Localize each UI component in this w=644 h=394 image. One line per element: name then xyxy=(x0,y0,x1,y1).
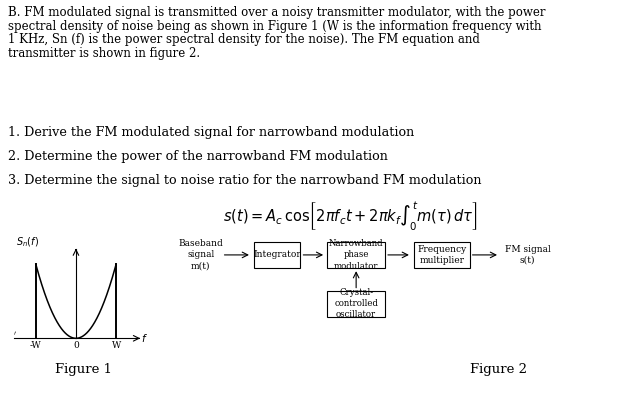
FancyBboxPatch shape xyxy=(327,291,385,317)
Text: B. FM modulated signal is transmitted over a noisy transmitter modulator, with t: B. FM modulated signal is transmitted ov… xyxy=(8,6,545,19)
Text: Narrowband
phase
modulator: Narrowband phase modulator xyxy=(329,239,383,271)
Text: 0: 0 xyxy=(73,341,79,350)
Text: Baseband
signal
m(t): Baseband signal m(t) xyxy=(178,239,223,271)
Text: Figure 1: Figure 1 xyxy=(55,363,112,376)
Text: 3. Determine the signal to noise ratio for the narrowband FM modulation: 3. Determine the signal to noise ratio f… xyxy=(8,174,482,187)
Text: 1 KHz, Sn (f) is the power spectral density for the noise). The FM equation and: 1 KHz, Sn (f) is the power spectral dens… xyxy=(8,33,480,46)
Text: $'$: $'$ xyxy=(12,332,17,340)
Text: $S_n(f)$: $S_n(f)$ xyxy=(15,236,39,249)
Text: $s(t) = A_c\,\cos\!\left[2\pi f_c t + 2\pi k_f \int_0^t m(\tau)\,d\tau\right]$: $s(t) = A_c\,\cos\!\left[2\pi f_c t + 2\… xyxy=(223,200,477,233)
Text: spectral density of noise being as shown in Figure 1 (W is the information frequ: spectral density of noise being as shown… xyxy=(8,19,542,32)
Text: Integrator: Integrator xyxy=(254,251,301,259)
Text: 1. Derive the FM modulated signal for narrowband modulation: 1. Derive the FM modulated signal for na… xyxy=(8,126,414,139)
Text: FM signal
s(t): FM signal s(t) xyxy=(505,245,551,265)
Text: transmitter is shown in figure 2.: transmitter is shown in figure 2. xyxy=(8,46,200,59)
FancyBboxPatch shape xyxy=(327,242,385,268)
Text: $f$: $f$ xyxy=(141,332,148,344)
Text: Figure 2: Figure 2 xyxy=(470,363,527,376)
Text: W: W xyxy=(111,341,120,350)
Text: 2. Determine the power of the narrowband FM modulation: 2. Determine the power of the narrowband… xyxy=(8,150,388,163)
Text: -W: -W xyxy=(30,341,42,350)
Text: Crystal-
controlled
oscillator: Crystal- controlled oscillator xyxy=(334,288,378,320)
FancyBboxPatch shape xyxy=(414,242,469,268)
Text: Frequency
multiplier: Frequency multiplier xyxy=(417,245,466,265)
FancyBboxPatch shape xyxy=(254,242,301,268)
